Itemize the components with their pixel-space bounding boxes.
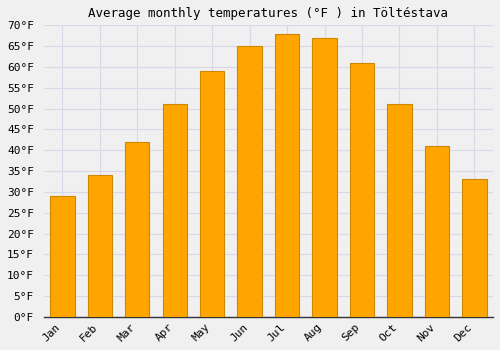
Bar (238, 46, 262, 317)
Bar (50, 196, 74, 317)
Bar (162, 104, 187, 317)
Bar (312, 38, 336, 317)
Bar (200, 71, 224, 317)
Title: Average monthly temperatures (°F ) in Töltéstava: Average monthly temperatures (°F ) in Tö… (88, 7, 448, 20)
Bar (462, 179, 486, 317)
Bar (350, 63, 374, 317)
Bar (88, 175, 112, 317)
Bar (125, 142, 150, 317)
Bar (388, 104, 411, 317)
Bar (424, 146, 449, 317)
Bar (275, 34, 299, 317)
